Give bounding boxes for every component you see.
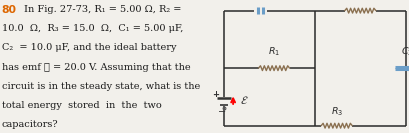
Text: $R_3$: $R_3$ (330, 106, 343, 118)
Text: C₂  = 10.0 μF, and the ideal battery: C₂ = 10.0 μF, and the ideal battery (2, 43, 176, 52)
Text: capacitors?: capacitors? (2, 120, 58, 129)
Text: has emf ℰ = 20.0 V. Assuming that the: has emf ℰ = 20.0 V. Assuming that the (2, 63, 190, 72)
Text: $\mathcal{E}$: $\mathcal{E}$ (240, 94, 248, 106)
Text: In Fig. 27-73, R₁ = 5.00 Ω, R₂ =: In Fig. 27-73, R₁ = 5.00 Ω, R₂ = (24, 5, 181, 14)
Text: $R_1$: $R_1$ (268, 46, 280, 58)
Text: −: − (218, 107, 226, 117)
Text: circuit is in the steady state, what is the: circuit is in the steady state, what is … (2, 82, 200, 91)
Text: +: + (211, 90, 219, 99)
Text: 10.0  Ω,  R₃ = 15.0  Ω,  C₁ = 5.00 μF,: 10.0 Ω, R₃ = 15.0 Ω, C₁ = 5.00 μF, (2, 24, 183, 33)
Text: 80: 80 (2, 5, 17, 15)
Text: total energy  stored  in  the  two: total energy stored in the two (2, 101, 162, 110)
Text: $C_2$: $C_2$ (401, 46, 409, 58)
